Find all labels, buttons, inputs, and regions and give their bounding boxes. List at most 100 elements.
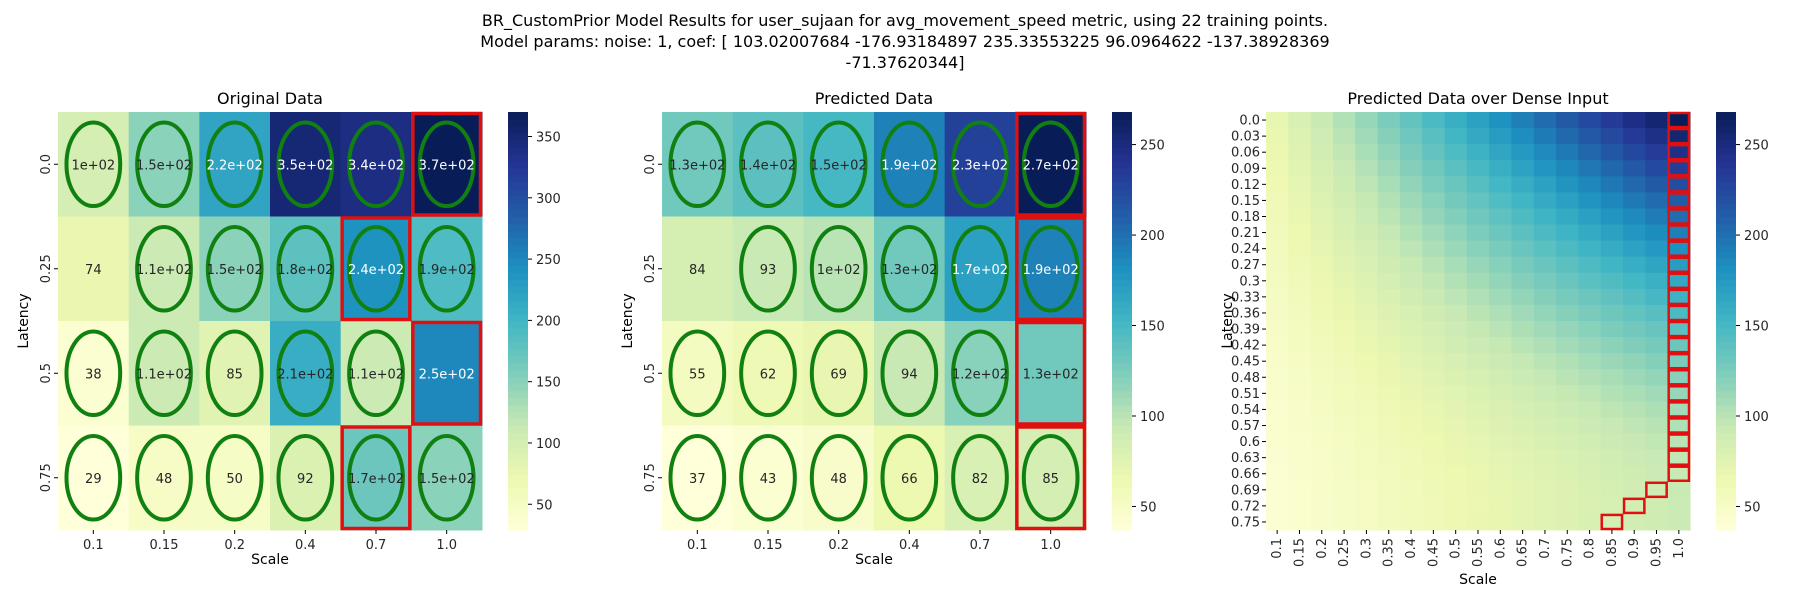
colorbar-segment xyxy=(1112,244,1132,252)
training-point-ellipse xyxy=(809,120,868,209)
dense-heatmap-cell xyxy=(1355,272,1379,290)
dense-heatmap-cell xyxy=(1466,272,1490,290)
dense-heatmap-cell xyxy=(1667,128,1691,145)
y-tick-label: 0.03 xyxy=(1231,130,1260,145)
cell-value-label: 2.1e+02 xyxy=(277,367,333,382)
highlight-box xyxy=(1667,304,1691,322)
dense-heatmap-cell xyxy=(1623,272,1646,290)
colorbar-tick-label: 200 xyxy=(536,314,561,329)
dense-heatmap-cell xyxy=(1377,433,1401,451)
cell-value-label: 1.9e+02 xyxy=(419,263,475,278)
dense-heatmap-cell xyxy=(1288,369,1312,386)
x-tick-label: 0.2 xyxy=(224,538,245,553)
x-tick-label: 0.6 xyxy=(1493,538,1508,559)
dense-heatmap-cell xyxy=(1466,256,1490,274)
colorbar-segment xyxy=(508,334,528,343)
colorbar-segment xyxy=(1112,502,1132,510)
dense-heatmap-cell xyxy=(1444,304,1468,322)
highlight-box xyxy=(1667,224,1691,241)
dense-heatmap-cell xyxy=(1377,337,1401,354)
dense-heatmap-cell xyxy=(1600,465,1624,483)
heatmap-cell xyxy=(270,425,342,531)
dense-heatmap-cell xyxy=(1377,449,1401,467)
dense-heatmap-cell xyxy=(1355,160,1379,177)
heatmap-cell xyxy=(662,216,734,322)
dense-heatmap-cell xyxy=(1533,112,1557,129)
colorbar-segment xyxy=(508,404,528,413)
x-tick-label: 0.1 xyxy=(687,538,708,553)
colorbar-tick-label: 200 xyxy=(1744,229,1769,244)
dense-heatmap-cell xyxy=(1288,433,1312,451)
dense-heatmap-cell xyxy=(1377,112,1401,129)
colorbar-segment xyxy=(508,432,528,441)
colorbar-segment xyxy=(1716,432,1736,441)
dense-heatmap-cell xyxy=(1332,304,1356,322)
cell-value-label: 66 xyxy=(901,472,918,487)
dense-heatmap-cell xyxy=(1489,304,1512,322)
y-tick-label: 0.06 xyxy=(1231,146,1260,161)
y-tick-label: 0.39 xyxy=(1231,323,1260,338)
heatmap-cell xyxy=(128,425,200,531)
dense-heatmap-cell xyxy=(1444,208,1468,226)
dense-heatmap-cell xyxy=(1623,417,1646,435)
dense-heatmap-cell xyxy=(1355,433,1379,451)
dense-heatmap-cell xyxy=(1332,128,1356,145)
training-point-ellipse xyxy=(276,433,335,522)
colorbar-segment xyxy=(1716,369,1736,378)
training-point-ellipse xyxy=(668,329,727,418)
colorbar-segment xyxy=(1716,488,1736,496)
dense-heatmap-cell xyxy=(1444,112,1468,129)
dense-heatmap-cell xyxy=(1422,176,1446,193)
training-point-ellipse xyxy=(347,433,405,522)
heatmap-cell xyxy=(340,425,412,531)
dense-heatmap-cell xyxy=(1667,288,1691,306)
dense-heatmap-cell xyxy=(1355,256,1379,274)
dense-heatmap-cell xyxy=(1310,256,1334,274)
dense-heatmap-cell xyxy=(1444,337,1468,354)
heatmap-cell xyxy=(199,112,271,217)
dense-heatmap-cell xyxy=(1266,385,1289,402)
colorbar-segment xyxy=(1112,321,1132,329)
dense-heatmap-cell xyxy=(1310,160,1334,177)
heatmap-cell xyxy=(58,425,130,531)
dense-heatmap-cell xyxy=(1332,385,1356,402)
colorbar-segment xyxy=(1112,425,1132,434)
dense-heatmap-cell xyxy=(1511,497,1535,515)
dense-heatmap-cell xyxy=(1399,369,1423,386)
colorbar-segment xyxy=(1112,390,1132,399)
colorbar-segment xyxy=(508,286,528,294)
dense-heatmap-cell xyxy=(1466,353,1490,370)
dense-heatmap-cell xyxy=(1422,417,1446,435)
dense-heatmap-cell xyxy=(1266,272,1289,290)
y-tick-label: 0.25 xyxy=(643,254,658,283)
dense-heatmap-cell xyxy=(1444,288,1468,306)
training-point-ellipse xyxy=(668,433,727,522)
dense-heatmap-cell xyxy=(1600,176,1624,193)
dense-heatmap-cell xyxy=(1667,369,1691,386)
dense-heatmap-cell xyxy=(1355,208,1379,226)
colorbar-segment xyxy=(508,425,528,434)
dense-heatmap-cell xyxy=(1600,417,1624,435)
highlight-box xyxy=(1667,240,1691,257)
dense-heatmap-cell xyxy=(1377,321,1401,338)
dense-heatmap-cell xyxy=(1422,208,1446,226)
heatmap-cell xyxy=(411,321,483,426)
colorbar-segment xyxy=(1112,195,1132,204)
dense-heatmap-cell xyxy=(1288,513,1312,531)
training-point-ellipse xyxy=(64,329,123,418)
dense-heatmap-cell xyxy=(1489,513,1512,531)
dense-heatmap-cell xyxy=(1556,160,1579,177)
heatmap-cell xyxy=(732,321,804,426)
dense-heatmap-cell xyxy=(1489,449,1512,467)
dense-heatmap-cell xyxy=(1489,176,1512,193)
dense-heatmap-cell xyxy=(1511,144,1535,161)
dense-heatmap-cell xyxy=(1266,304,1289,322)
dense-heatmap-cell xyxy=(1288,272,1312,290)
cell-value-label: 2.3e+02 xyxy=(952,158,1008,173)
dense-heatmap-cell xyxy=(1511,112,1535,129)
dense-heatmap-cell xyxy=(1332,192,1356,209)
colorbar-segment xyxy=(1112,509,1132,517)
dense-heatmap-cell xyxy=(1645,224,1669,242)
dense-heatmap-cell xyxy=(1399,449,1423,467)
dense-heatmap-cell xyxy=(1444,144,1468,161)
